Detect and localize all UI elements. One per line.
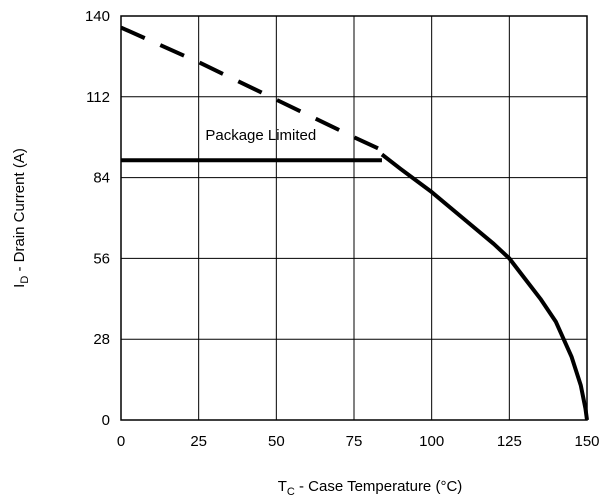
x-tick-label: 25 <box>190 433 207 450</box>
x-axis-label: TC - Case Temperature (°C) <box>278 478 463 497</box>
x-tick-label: 0 <box>117 433 125 450</box>
y-tick-label: 84 <box>93 170 110 187</box>
x-tick-label: 75 <box>346 433 363 450</box>
y-tick-label: 112 <box>86 89 110 106</box>
series-line-3 <box>380 152 589 421</box>
y-tick-label: 56 <box>93 250 110 267</box>
y-axis-label: ID - Drain Current (A) <box>11 148 31 288</box>
x-tick-label: 125 <box>497 433 522 450</box>
y-tick-label: 140 <box>85 8 110 25</box>
tick-labels: 0 25 50 75 100 125 150 0 28 56 84 112 140 <box>85 8 600 450</box>
y-tick-label: 28 <box>93 331 110 348</box>
grid <box>120 15 588 421</box>
annotations: Package Limited <box>205 127 316 144</box>
series-line-1 <box>120 25 386 154</box>
x-tick-label: 100 <box>419 433 444 450</box>
series-layer <box>120 25 589 421</box>
x-tick-label: 150 <box>574 433 599 450</box>
plot-border <box>120 15 588 421</box>
x-tick-label: 50 <box>268 433 285 450</box>
y-tick-label: 0 <box>102 412 110 429</box>
annotation-label: Package Limited <box>205 127 316 144</box>
